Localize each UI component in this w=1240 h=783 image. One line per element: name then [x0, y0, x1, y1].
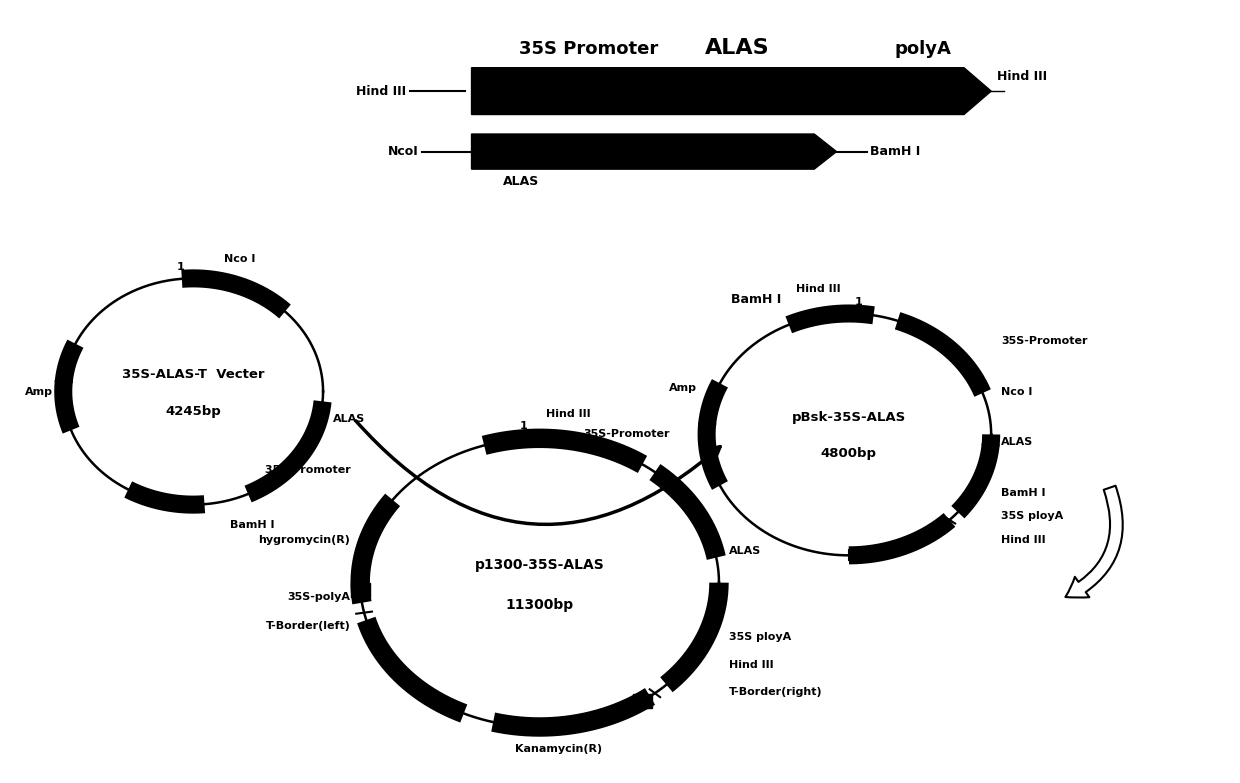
- Text: 35S-Promoter: 35S-Promoter: [583, 429, 670, 439]
- Text: p1300-35S-ALAS: p1300-35S-ALAS: [475, 558, 604, 572]
- Text: ALAS: ALAS: [706, 38, 770, 58]
- Text: Amp: Amp: [25, 387, 53, 396]
- Text: ALAS: ALAS: [1001, 437, 1033, 447]
- Text: 1: 1: [520, 420, 527, 431]
- Text: 35S Promoter: 35S Promoter: [264, 464, 350, 474]
- Text: 4245bp: 4245bp: [165, 405, 221, 417]
- Text: Hind III: Hind III: [356, 85, 405, 98]
- FancyArrowPatch shape: [1065, 485, 1122, 597]
- Text: BamH I: BamH I: [1001, 488, 1045, 498]
- Text: 1: 1: [856, 298, 863, 307]
- Text: BamH I: BamH I: [231, 520, 275, 530]
- Text: 35S ployA: 35S ployA: [1001, 511, 1064, 521]
- Text: 35S-Promoter: 35S-Promoter: [1001, 336, 1087, 346]
- Text: 4800bp: 4800bp: [821, 447, 877, 460]
- Text: 35S-ALAS-T  Vecter: 35S-ALAS-T Vecter: [122, 368, 264, 381]
- Text: 11300bp: 11300bp: [506, 597, 574, 612]
- Text: 35S-polyA: 35S-polyA: [288, 592, 350, 601]
- Text: BamH I: BamH I: [870, 145, 920, 158]
- Text: Hind III: Hind III: [997, 70, 1048, 83]
- Text: 35S Promoter: 35S Promoter: [520, 40, 658, 58]
- Text: Hind III: Hind III: [729, 659, 774, 669]
- Text: Amp: Amp: [668, 383, 697, 392]
- Text: Kanamycin(R): Kanamycin(R): [515, 744, 601, 754]
- Text: polyA: polyA: [895, 40, 951, 58]
- Text: NcoI: NcoI: [388, 145, 418, 158]
- Text: Hind III: Hind III: [796, 284, 841, 294]
- Text: 1: 1: [177, 262, 185, 272]
- FancyBboxPatch shape: [351, 583, 371, 597]
- Text: BamH I: BamH I: [730, 293, 781, 305]
- Polygon shape: [471, 134, 837, 169]
- Text: ALAS: ALAS: [334, 413, 366, 424]
- Text: 35S ployA: 35S ployA: [729, 632, 791, 642]
- Text: ALAS: ALAS: [729, 547, 761, 557]
- Text: T-Border(left): T-Border(left): [265, 621, 350, 630]
- Text: Hind III: Hind III: [1001, 535, 1045, 545]
- Text: hygromycin(R): hygromycin(R): [258, 535, 350, 545]
- Text: T-Border(right): T-Border(right): [729, 687, 822, 697]
- FancyBboxPatch shape: [632, 694, 652, 708]
- Text: pBsk-35S-ALAS: pBsk-35S-ALAS: [792, 411, 906, 424]
- Text: ALAS: ALAS: [502, 175, 538, 189]
- Text: Nco I: Nco I: [224, 254, 255, 265]
- Text: Hind III: Hind III: [546, 409, 590, 419]
- Polygon shape: [471, 67, 991, 114]
- Text: Nco I: Nco I: [1001, 387, 1033, 396]
